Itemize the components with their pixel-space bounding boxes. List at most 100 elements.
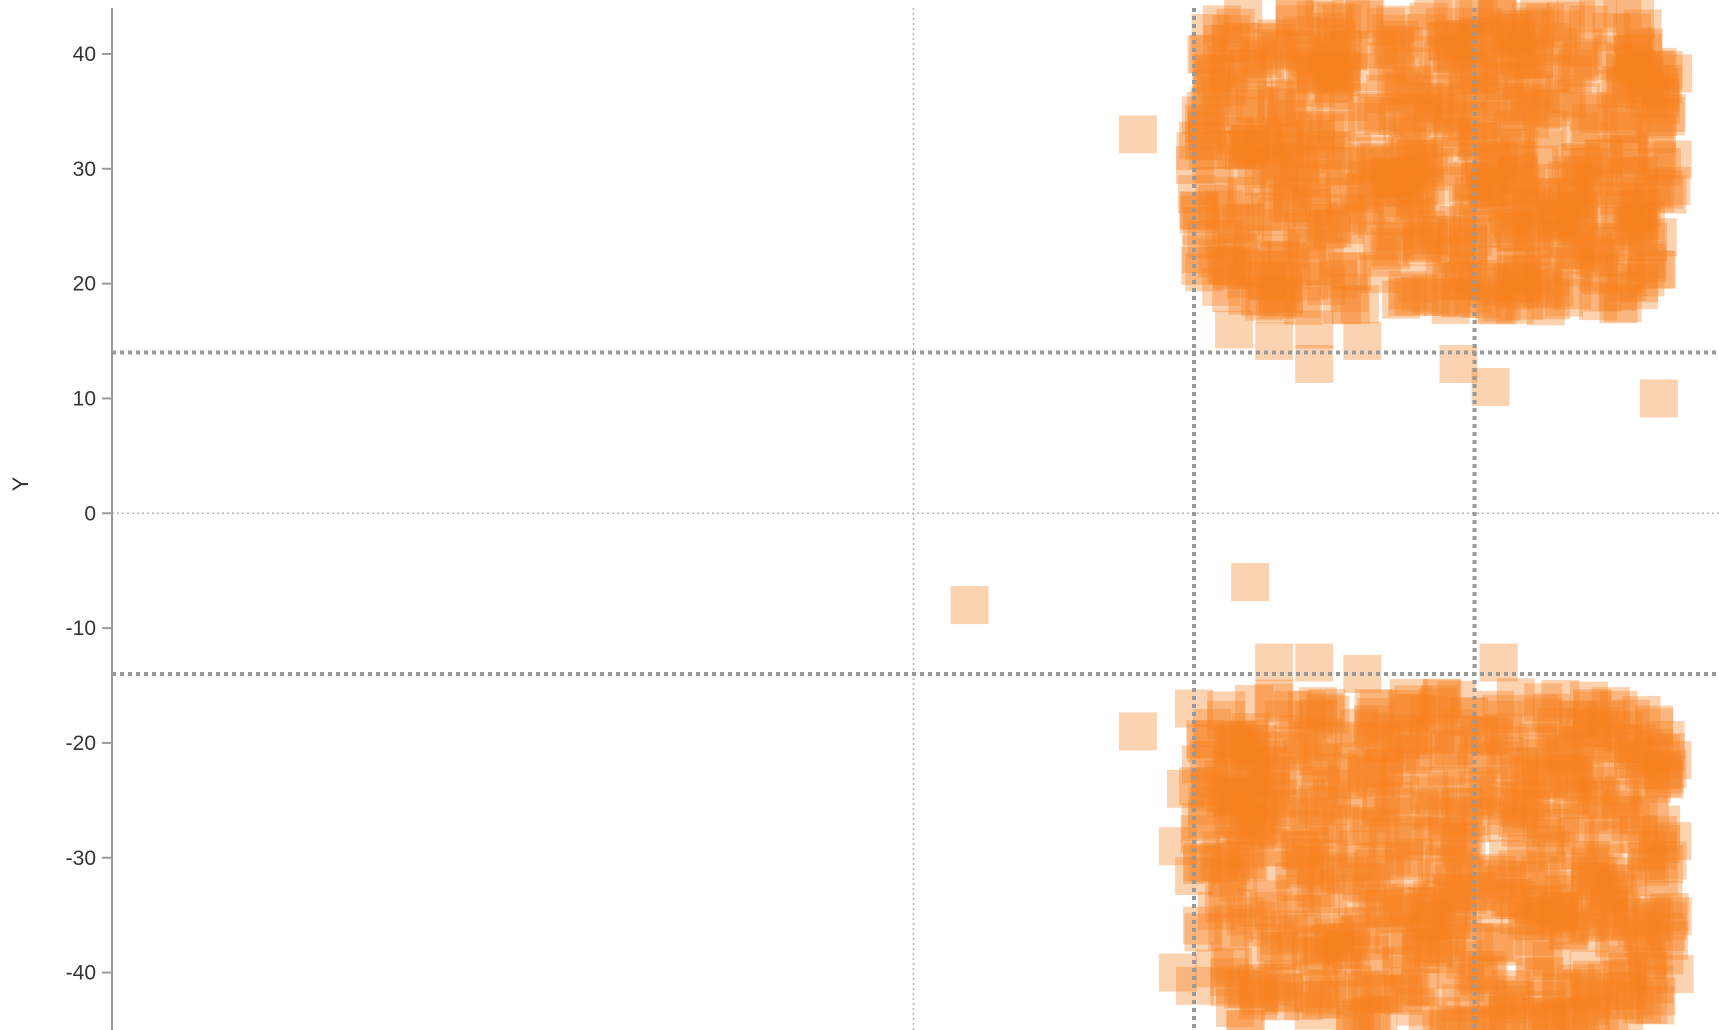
- data-point: [1358, 884, 1397, 923]
- data-point: [1508, 34, 1547, 73]
- data-point: [1595, 864, 1634, 903]
- data-point: [1561, 144, 1600, 183]
- data-point: [1382, 893, 1421, 932]
- data-point: [1196, 761, 1235, 800]
- data-point: [1308, 969, 1347, 1008]
- data-point: [1237, 888, 1276, 927]
- data-point: [1237, 964, 1276, 1003]
- data-point: [1436, 1005, 1475, 1030]
- data-point: [1487, 860, 1526, 899]
- data-point: [1350, 936, 1389, 975]
- data-point: [1185, 104, 1224, 143]
- data-point: [1478, 924, 1517, 963]
- data-point: [1495, 139, 1534, 178]
- data-point: [1579, 95, 1618, 134]
- data-point: [1251, 746, 1290, 785]
- data-point: [1389, 679, 1428, 718]
- data-point: [1511, 1005, 1550, 1030]
- data-point: [1234, 685, 1273, 724]
- data-point: [1422, 997, 1461, 1030]
- data-point: [1558, 700, 1597, 739]
- data-point: [1347, 186, 1386, 225]
- data-point: [1422, 216, 1461, 255]
- data-point: [1429, 823, 1468, 862]
- data-point: [1409, 2, 1448, 41]
- data-point: [1619, 182, 1658, 221]
- data-point: [1219, 764, 1258, 803]
- data-point: [1615, 201, 1654, 240]
- data-point: [1613, 731, 1652, 770]
- data-point: [1584, 139, 1623, 178]
- data-point: [1574, 223, 1613, 262]
- data-point: [1414, 97, 1453, 136]
- data-point: [1614, 157, 1653, 196]
- data-point: [1351, 921, 1390, 960]
- data-point: [1438, 205, 1477, 244]
- data-point: [1626, 201, 1665, 240]
- data-point: [1280, 30, 1319, 69]
- data-point: [1497, 128, 1536, 167]
- data-point: [1541, 192, 1580, 231]
- data-point: [1289, 262, 1328, 301]
- data-point: [1335, 843, 1374, 882]
- data-point: [1270, 79, 1309, 118]
- data-point: [1203, 25, 1242, 64]
- data-point: [1301, 980, 1340, 1019]
- data-point: [1180, 191, 1219, 230]
- data-point: [1428, 796, 1467, 835]
- data-point: [1213, 251, 1252, 290]
- data-point: [1273, 788, 1312, 827]
- data-point: [1211, 24, 1250, 63]
- data-point: [1648, 750, 1687, 789]
- data-point: [1318, 20, 1357, 59]
- data-point: [1475, 690, 1514, 729]
- data-point: [1528, 110, 1567, 149]
- data-point: [1492, 970, 1531, 1009]
- data-point: [1428, 1009, 1467, 1030]
- data-point: [1307, 35, 1346, 74]
- data-point: [1646, 733, 1685, 772]
- data-point: [1528, 1002, 1567, 1030]
- data-point: [1601, 66, 1640, 105]
- data-point: [1567, 903, 1606, 942]
- data-point: [1556, 230, 1595, 269]
- data-point: [1229, 719, 1268, 758]
- data-point: [1258, 274, 1297, 313]
- data-point: [1216, 826, 1255, 865]
- data-point: [1372, 231, 1411, 270]
- data-point: [1561, 38, 1600, 77]
- data-point: [1484, 927, 1523, 966]
- data-point: [1494, 200, 1533, 239]
- data-point: [1492, 110, 1531, 149]
- data-point: [1349, 794, 1388, 833]
- data-point: [1498, 92, 1537, 131]
- data-point: [1623, 985, 1662, 1024]
- data-point: [1641, 825, 1680, 864]
- data-point: [1226, 260, 1265, 299]
- data-point: [1542, 220, 1581, 259]
- data-point: [1329, 83, 1368, 122]
- data-point: [1612, 13, 1651, 52]
- data-point: [1394, 816, 1433, 855]
- data-point: [1274, 732, 1313, 771]
- data-point: [1409, 695, 1448, 734]
- data-point: [1553, 271, 1592, 310]
- data-point: [1635, 100, 1674, 139]
- data-point: [1509, 83, 1548, 122]
- data-point: [1261, 982, 1300, 1021]
- data-point: [1490, 196, 1529, 235]
- data-point: [1385, 72, 1424, 111]
- data-point: [1236, 87, 1275, 126]
- data-point: [1243, 125, 1282, 164]
- data-point: [1307, 688, 1346, 727]
- data-point: [1240, 787, 1279, 826]
- data-point: [1553, 55, 1592, 94]
- data-point: [1258, 963, 1297, 1002]
- data-point: [1118, 712, 1157, 751]
- data-point: [1557, 1002, 1596, 1030]
- data-point: [1383, 117, 1422, 156]
- data-point: [1228, 147, 1267, 186]
- data-point: [1445, 19, 1484, 58]
- data-point: [1631, 795, 1670, 834]
- data-point: [1374, 174, 1413, 213]
